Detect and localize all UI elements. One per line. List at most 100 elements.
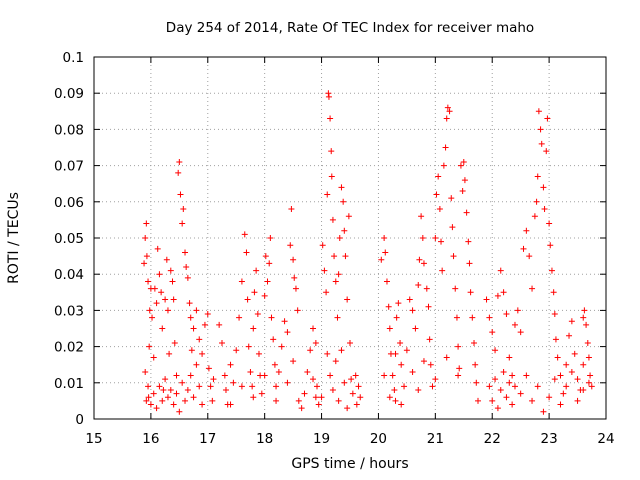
- data-point: [440, 162, 447, 169]
- data-point: [473, 379, 480, 386]
- data-point: [563, 361, 570, 368]
- data-point: [216, 321, 223, 328]
- data-point: [540, 184, 547, 191]
- data-point: [251, 289, 258, 296]
- data-point: [461, 177, 468, 184]
- data-point: [335, 397, 342, 404]
- data-point: [574, 397, 581, 404]
- data-point: [184, 274, 191, 281]
- data-point: [205, 365, 212, 372]
- data-point: [580, 314, 587, 321]
- data-point: [199, 350, 206, 357]
- data-point: [571, 350, 578, 357]
- data-point: [290, 358, 297, 365]
- x-axis-label: GPS time / hours: [291, 456, 408, 472]
- data-point: [332, 358, 339, 365]
- data-point: [179, 220, 186, 227]
- data-point: [176, 158, 183, 165]
- data-point: [398, 361, 405, 368]
- data-point: [307, 347, 314, 354]
- data-point: [327, 115, 334, 122]
- data-point: [196, 383, 203, 390]
- data-point: [230, 379, 237, 386]
- data-point: [158, 289, 165, 296]
- data-point: [141, 260, 148, 267]
- data-point: [153, 300, 160, 307]
- data-point: [425, 303, 432, 310]
- data-point: [331, 253, 338, 260]
- data-point: [427, 361, 434, 368]
- data-point: [227, 361, 234, 368]
- data-point: [290, 256, 297, 263]
- data-point: [183, 263, 190, 270]
- data-point: [395, 300, 402, 307]
- data-point: [466, 260, 473, 267]
- data-point: [323, 289, 330, 296]
- data-point: [529, 285, 536, 292]
- data-point: [167, 387, 174, 394]
- data-point: [298, 405, 305, 412]
- data-point: [188, 347, 195, 354]
- data-point: [163, 256, 170, 263]
- data-point: [520, 245, 527, 252]
- data-point: [467, 289, 474, 296]
- data-point: [250, 325, 257, 332]
- data-point: [381, 235, 388, 241]
- data-point: [500, 368, 507, 375]
- data-point: [329, 216, 336, 223]
- data-point: [334, 314, 341, 321]
- data-point: [147, 401, 154, 408]
- data-point: [295, 397, 302, 404]
- data-point: [557, 401, 564, 408]
- data-point: [245, 343, 252, 350]
- y-tick-label: 0: [75, 412, 84, 428]
- data-point: [187, 372, 194, 379]
- data-point: [182, 397, 189, 404]
- data-point: [238, 278, 245, 285]
- data-point: [288, 206, 295, 213]
- data-point: [529, 397, 536, 404]
- data-point: [435, 173, 442, 180]
- data-point: [523, 227, 530, 234]
- data-point: [312, 339, 319, 346]
- data-point: [327, 372, 334, 379]
- data-point: [382, 249, 389, 256]
- data-point: [238, 383, 245, 390]
- data-point: [164, 394, 171, 401]
- data-point: [236, 314, 243, 321]
- data-point: [247, 368, 254, 375]
- data-point: [207, 383, 214, 390]
- data-point: [415, 387, 422, 394]
- data-point: [486, 314, 493, 321]
- data-point: [420, 358, 427, 365]
- data-point: [418, 213, 425, 220]
- x-tick-label: 22: [484, 431, 501, 447]
- data-point: [325, 90, 332, 97]
- data-point: [151, 285, 158, 292]
- data-point: [145, 394, 152, 401]
- data-point: [533, 198, 540, 205]
- data-point: [292, 285, 299, 292]
- data-point: [389, 372, 396, 379]
- data-point: [574, 376, 581, 383]
- data-point: [177, 191, 184, 198]
- data-point: [415, 282, 422, 289]
- y-tick-label: 0.05: [54, 231, 84, 247]
- data-point: [540, 408, 547, 415]
- data-point: [398, 401, 405, 408]
- data-point: [204, 311, 211, 318]
- x-tick-label: 18: [256, 431, 273, 447]
- data-point: [315, 401, 322, 408]
- data-point: [406, 296, 413, 303]
- data-point: [563, 383, 570, 390]
- data-point: [187, 314, 194, 321]
- data-point: [494, 405, 501, 412]
- data-point: [568, 368, 575, 375]
- data-point: [233, 347, 240, 354]
- data-point: [175, 169, 182, 176]
- y-tick-label: 0.01: [54, 376, 84, 392]
- data-point: [310, 376, 317, 383]
- data-point: [460, 158, 467, 165]
- data-point: [436, 206, 443, 213]
